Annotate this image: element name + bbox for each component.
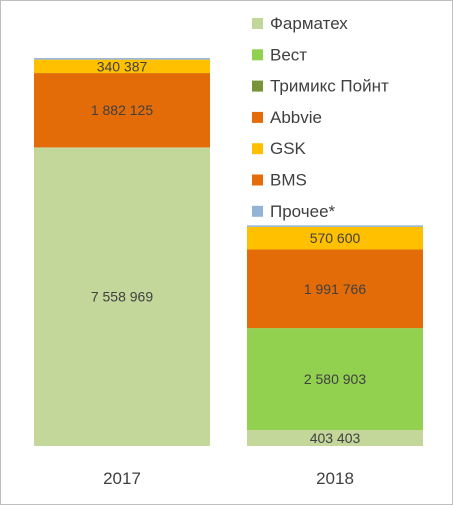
legend-swatch-тримикс-пойнт [252,80,263,92]
bar-segment-2018-gsk [247,226,423,250]
bar-segment-2018-фарматех [247,430,423,446]
segment-labels-group: 7 558 969 1 882 125 340 387 403 403 2 580 90… [91,58,366,446]
legend-label-gsk: GSK [270,139,307,158]
legend: Фарматех Вест Тримикс Пойнт Abbvie GSK BMS Про… [252,14,389,221]
bar-segment-2017-фарматех [34,147,210,447]
data-label-2018-gsk: 570 600 [310,230,361,246]
legend-label-фарматех: Фарматех [270,14,348,33]
category-label-2018: 2018 [316,469,354,488]
bar-segment-2018-вест [247,328,423,431]
data-label-2018-вест: 2 580 903 [304,371,366,387]
bar-segment-2017-abbvie [34,73,210,148]
data-label-2018-abbvie: 1 991 766 [304,281,366,297]
legend-label-тримикс-пойнт: Тримикс Пойнт [270,77,389,96]
bar-segment-2017-прочее [34,58,210,60]
data-label-2017-gsk: 340 387 [97,58,148,74]
bar-segment-2018-abbvie [247,249,423,329]
legend-swatch-gsk [252,143,263,155]
legend-swatch-прочее [252,205,263,217]
data-label-2018-фарматех: 403 403 [310,430,361,446]
legend-label-abbvie: Abbvie [270,108,322,127]
legend-swatch-фарматех [252,18,263,29]
legend-label-bms: BMS [270,171,307,190]
bar-segment-2017-gsk [34,59,210,74]
legend-label-прочее: Прочее* [270,202,336,221]
bars-group [34,58,423,447]
legend-label-вест: Вест [270,45,307,64]
data-label-2017-фарматех: 7 558 969 [91,289,153,305]
legend-swatch-abbvie [252,111,263,123]
bar-segment-2018-прочее [247,225,423,227]
legend-swatch-bms [252,174,263,186]
data-label-2017-abbvie: 1 882 125 [91,102,153,118]
category-label-2017: 2017 [103,469,141,488]
category-labels-group: 2017 2018 [103,469,354,488]
legend-swatch-вест [252,49,263,61]
